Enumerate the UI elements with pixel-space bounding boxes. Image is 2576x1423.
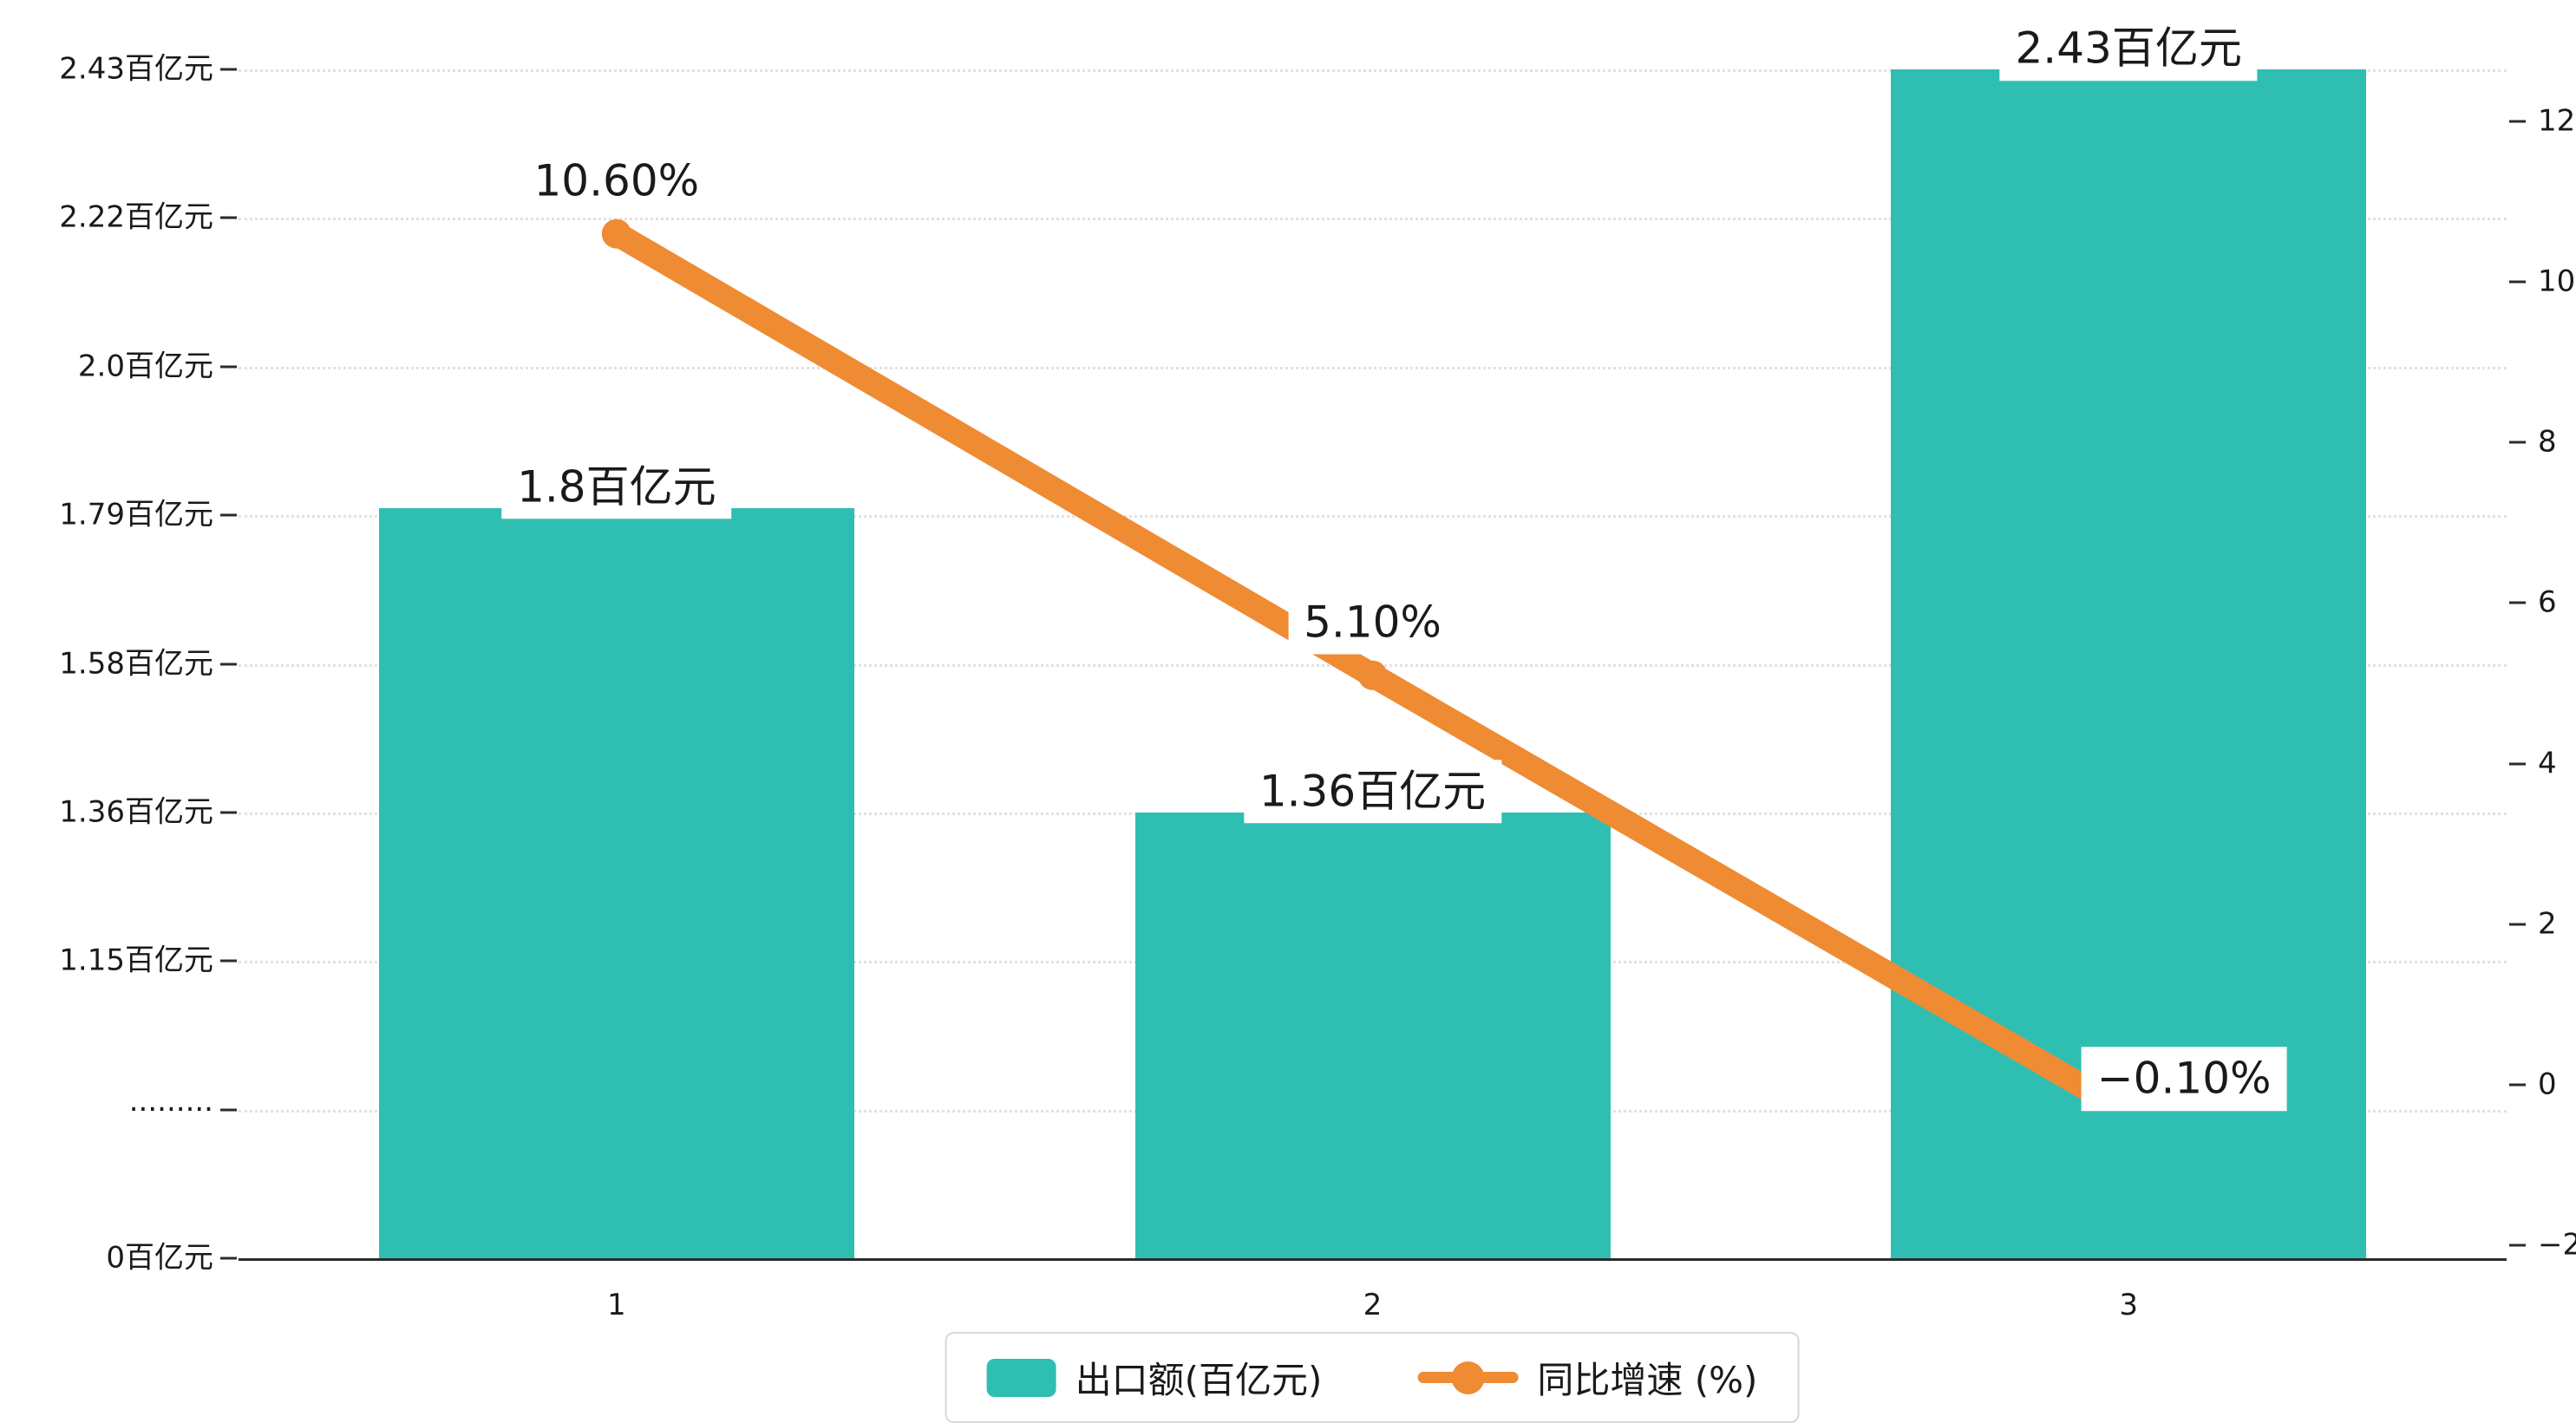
left-axis-tick-label: 1.79百亿元 <box>59 497 213 532</box>
right-axis-tick-label: 8 <box>2538 424 2557 460</box>
export-bar[interactable] <box>378 507 854 1258</box>
left-axis-tick <box>220 216 237 219</box>
left-axis-tick-label: 2.43百亿元 <box>59 51 213 87</box>
right-axis-tick-label: 6 <box>2538 584 2557 620</box>
line-value-label: 10.60% <box>518 149 716 213</box>
right-axis-tick-label: −2 <box>2538 1227 2576 1263</box>
legend-label-export: 出口额(百亿元) <box>1075 1359 1323 1401</box>
legend-line-marker-icon <box>1417 1361 1519 1394</box>
x-axis-tick-label: 2 <box>1363 1288 1383 1322</box>
bar-value-label: 1.8百亿元 <box>501 455 732 519</box>
gridline <box>239 69 2507 72</box>
right-axis-tick <box>2509 441 2526 444</box>
left-axis-tick-label: 0百亿元 <box>106 1240 213 1276</box>
left-axis-tick-label: 1.15百亿元 <box>59 943 213 978</box>
right-axis-tick-label: 10 <box>2538 264 2576 299</box>
right-axis-tick <box>2509 120 2526 123</box>
left-axis-tick <box>220 663 237 665</box>
right-axis-tick <box>2509 762 2526 766</box>
left-axis-tick <box>220 959 237 963</box>
export-bar[interactable] <box>1134 812 1611 1258</box>
legend-bar-swatch-icon <box>986 1358 1056 1397</box>
right-axis-tick <box>2509 1083 2526 1087</box>
bar-value-label: 2.43百亿元 <box>1999 16 2258 81</box>
legend-item-export-bar[interactable]: 出口额(百亿元) <box>986 1351 1323 1404</box>
left-axis-tick <box>220 513 237 517</box>
left-axis-tick <box>220 1257 237 1260</box>
left-axis-tick <box>220 811 237 814</box>
left-axis-tick-label: 2.22百亿元 <box>59 199 213 235</box>
x-axis-tick-label: 3 <box>2119 1288 2138 1322</box>
right-axis-tick <box>2509 1243 2526 1247</box>
line-value-label: 5.10% <box>1288 591 1457 655</box>
line-value-label: −0.10% <box>2081 1047 2287 1111</box>
right-axis-tick <box>2509 923 2526 926</box>
right-axis-tick-label: 2 <box>2538 906 2557 942</box>
bar-value-label: 1.36百亿元 <box>1243 760 1502 824</box>
x-axis-tick-label: 1 <box>607 1288 626 1322</box>
left-axis-tick-label: 1.36百亿元 <box>59 794 213 830</box>
left-axis-tick-label: ········· <box>128 1091 213 1126</box>
legend-line-dot-icon <box>1451 1361 1485 1394</box>
left-axis-tick <box>220 1108 237 1112</box>
legend-label-growth: 同比增速 (%) <box>1537 1359 1758 1401</box>
right-axis-tick-label: 12 <box>2538 103 2576 139</box>
left-axis-tick-label: 2.0百亿元 <box>77 349 213 384</box>
line-point-marker[interactable] <box>601 219 631 249</box>
right-axis-tick <box>2509 280 2526 284</box>
gridline <box>239 218 2507 221</box>
left-axis-tick <box>220 365 237 369</box>
left-axis-tick-label: 1.58百亿元 <box>59 645 213 681</box>
right-axis-tick-label: 0 <box>2538 1067 2557 1102</box>
legend-item-growth-line[interactable]: 同比增速 (%) <box>1417 1351 1757 1404</box>
right-axis-tick <box>2509 601 2526 604</box>
left-axis-tick <box>220 68 237 71</box>
x-axis-line <box>239 1258 2507 1261</box>
right-axis-tick-label: 4 <box>2538 745 2557 780</box>
legend: 出口额(百亿元) 同比增速 (%) <box>945 1332 1800 1423</box>
